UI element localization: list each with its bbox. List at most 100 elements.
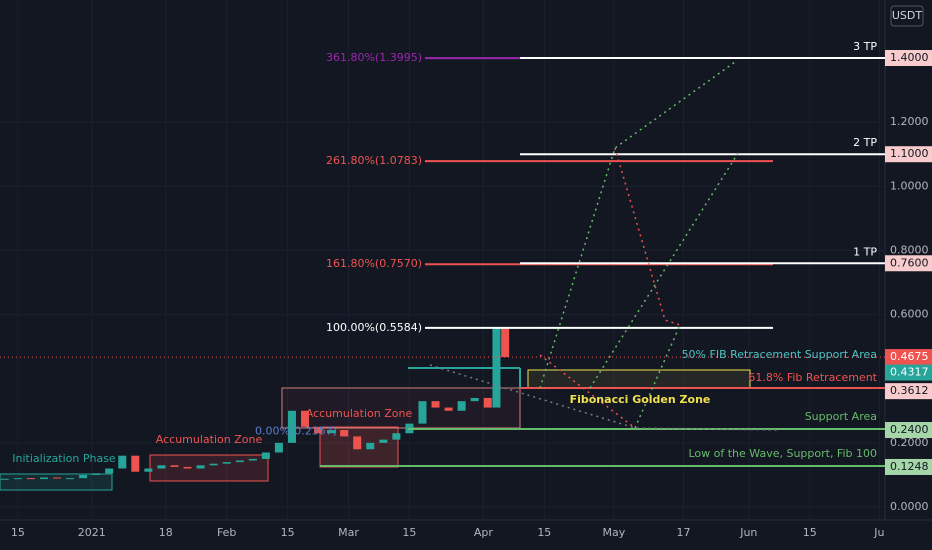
- candle: [0, 478, 9, 480]
- candle: [52, 477, 61, 479]
- candle: [248, 458, 257, 461]
- candle: [13, 478, 22, 480]
- x-tick-label: Jun: [739, 526, 757, 539]
- price-label: 0.7600: [890, 256, 929, 269]
- candle: [222, 462, 231, 464]
- candle: [483, 397, 492, 408]
- accum-zone: [149, 454, 269, 482]
- candle: [131, 455, 140, 472]
- candle: [274, 442, 283, 453]
- candle: [144, 468, 153, 472]
- price-label-bg: [885, 146, 932, 163]
- projection: [589, 149, 741, 389]
- candle: [444, 407, 453, 411]
- candle: [183, 466, 192, 469]
- x-tick-label: 17: [677, 526, 691, 539]
- price-label: 1.1000: [890, 147, 929, 160]
- fib-label: 261.80%(1.0783): [326, 154, 422, 167]
- golden-zone: [527, 369, 751, 389]
- candle: [457, 401, 466, 411]
- price-label: 0.3612: [890, 384, 929, 397]
- annotation: Low of the Wave, Support, Fib 100: [688, 447, 877, 460]
- price-label-bg: [885, 383, 932, 400]
- candle: [301, 410, 310, 427]
- y-tick-label: 1.0000: [890, 179, 929, 192]
- x-tick-label: Ju: [873, 526, 884, 539]
- projection: [634, 324, 681, 429]
- candle: [431, 401, 440, 408]
- price-label-bg: [885, 50, 932, 66]
- fib-label: 161.80%(0.7570): [326, 257, 422, 270]
- price-label: 1.4000: [890, 51, 929, 64]
- annotation: Accumulation Zone: [306, 407, 413, 420]
- candle: [366, 442, 375, 450]
- x-tick-label: 15: [281, 526, 295, 539]
- price-label-bg: [885, 364, 932, 381]
- candle: [392, 433, 401, 440]
- x-tick-label: May: [603, 526, 626, 539]
- candle: [118, 455, 127, 469]
- candle: [287, 410, 296, 443]
- x-tick-label: Mar: [338, 526, 359, 539]
- target-label: 3 TP: [853, 40, 877, 53]
- candle: [196, 465, 205, 469]
- annotation: Support Area: [805, 410, 877, 423]
- target-label: 1 TP: [853, 245, 877, 258]
- candle: [209, 463, 218, 466]
- y-tick-label: 0.2000: [890, 436, 929, 449]
- annotation: 50% FIB Retracement Support Area: [682, 348, 877, 361]
- candle: [340, 430, 349, 437]
- candle: [235, 460, 244, 463]
- y-tick-label: 0.0000: [890, 500, 929, 513]
- y-tick-label: 1.2000: [890, 115, 929, 128]
- candle: [327, 430, 336, 434]
- projection: [539, 61, 736, 389]
- price-label-bg: [885, 349, 932, 366]
- price-label: 0.2400: [890, 423, 929, 436]
- candle: [261, 452, 270, 459]
- currency: USDT: [892, 9, 923, 22]
- currency-box[interactable]: [890, 5, 924, 27]
- init-zone: [0, 473, 113, 491]
- x-tick-label: 18: [159, 526, 173, 539]
- candle: [105, 468, 114, 474]
- candle: [39, 477, 48, 480]
- candle: [157, 465, 166, 469]
- fib-label: 100.00%(0.5584): [326, 321, 422, 334]
- candle: [170, 465, 179, 467]
- x-tick-label: Apr: [474, 526, 494, 539]
- target-label: 2 TP: [853, 136, 877, 149]
- fib-label: 361.80%(1.3995): [326, 51, 422, 64]
- annotation: 61.8% Fib Retracement: [748, 371, 877, 384]
- y-tick-label: 0.6000: [890, 308, 929, 321]
- candle: [501, 327, 510, 358]
- fib-label: 0.00%(0.2357): [255, 424, 337, 437]
- price-label: 0.1248: [890, 460, 929, 473]
- x-tick-label: 15: [402, 526, 416, 539]
- range-box: [281, 387, 521, 429]
- candle: [418, 401, 427, 424]
- candle: [66, 478, 75, 480]
- annotation: Accumulation Zone: [156, 433, 263, 446]
- candle: [379, 439, 388, 443]
- candle: [26, 478, 35, 480]
- y-tick-label: 0.8000: [890, 243, 929, 256]
- candle: [470, 397, 479, 402]
- x-tick-label: Feb: [217, 526, 236, 539]
- price-label-bg: [885, 255, 932, 272]
- x-tick-label: 15: [537, 526, 551, 539]
- price-label: 0.4675: [890, 350, 929, 363]
- annotation: Initialization Phase: [12, 452, 116, 465]
- x-tick-label: 15: [11, 526, 25, 539]
- x-tick-label: 2021: [78, 526, 106, 539]
- projection: [539, 354, 636, 429]
- price-label-bg: [885, 422, 932, 439]
- annotation: Fibonacci Golden Zone: [570, 393, 711, 406]
- x-tick-label: 15: [803, 526, 817, 539]
- candle: [353, 436, 362, 450]
- candle: [79, 474, 88, 479]
- candle: [314, 426, 323, 434]
